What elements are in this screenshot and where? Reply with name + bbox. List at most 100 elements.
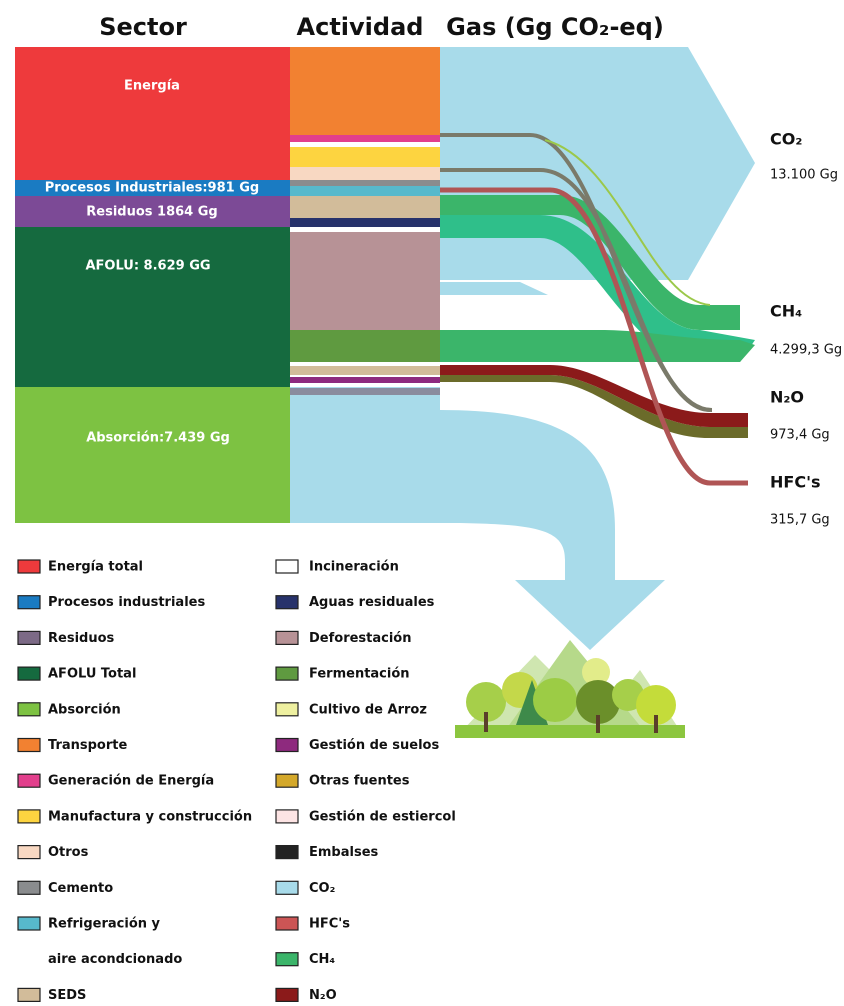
sector-label: AFOLU: 8.629 GG xyxy=(85,259,210,274)
legend-label: Cultivo de Arroz xyxy=(309,702,427,717)
activity-block xyxy=(290,330,440,362)
sector-label: Energía xyxy=(124,79,180,94)
legend-label: Manufactura y construcción xyxy=(48,809,252,824)
activity-block xyxy=(290,135,440,142)
legend-label: N₂O xyxy=(309,988,337,1003)
gas-label: CO₂ xyxy=(770,130,802,149)
legend-swatch xyxy=(275,952,299,967)
ch4-flow xyxy=(440,330,755,362)
legend-swatch xyxy=(275,559,299,574)
sector-block xyxy=(15,387,290,523)
n2o-flow xyxy=(440,365,748,427)
legend-swatch xyxy=(275,844,299,860)
legend-label: Transporte xyxy=(48,738,127,753)
trunk xyxy=(654,715,658,733)
activity-block xyxy=(290,232,440,330)
co2-flow xyxy=(440,282,548,295)
column-header: Gas (Gg CO₂-eq) xyxy=(446,13,664,41)
legend-swatch xyxy=(275,630,299,646)
gas-value: 315,7 Gg xyxy=(770,513,830,528)
gas-value: 973,4 Gg xyxy=(770,428,830,443)
legend-label: Incineración xyxy=(309,560,399,575)
gas-label: CH₄ xyxy=(770,302,802,321)
legend-swatch xyxy=(17,630,41,646)
legend-label: Deforestación xyxy=(309,631,412,646)
legend-swatch xyxy=(17,809,41,824)
legend-swatch xyxy=(275,737,299,753)
legend-swatch xyxy=(17,595,41,610)
trunk xyxy=(596,715,600,733)
gas-value: 4.299,3 Gg xyxy=(770,343,842,358)
activity-block xyxy=(290,388,440,395)
tree xyxy=(582,658,610,686)
legend-swatch xyxy=(17,702,41,717)
activity-block xyxy=(290,366,440,375)
ch4-flow xyxy=(440,195,740,330)
activity-block xyxy=(290,167,440,180)
sector-block xyxy=(15,47,290,180)
tree xyxy=(636,685,676,725)
ch4-line xyxy=(544,139,711,306)
legend-swatch xyxy=(275,809,299,824)
legend-label: Aguas residuales xyxy=(309,595,435,610)
column-header: Sector xyxy=(99,13,187,41)
legend-label: HFC's xyxy=(309,917,350,932)
activity-block xyxy=(290,180,440,186)
legend-label: aire acondcionado xyxy=(48,952,182,967)
legend-swatch xyxy=(17,559,41,574)
legend-swatch xyxy=(275,702,299,717)
activity-block xyxy=(290,196,440,218)
activity-block xyxy=(290,186,440,196)
legend-swatch xyxy=(17,666,41,681)
sector-label: Procesos Industriales:981 Gg xyxy=(45,181,259,196)
activity-block xyxy=(290,218,440,227)
tree xyxy=(612,679,644,711)
tree xyxy=(576,680,620,724)
sector-block xyxy=(15,227,290,387)
legend-label: Fermentación xyxy=(309,667,410,682)
sector-block xyxy=(15,196,290,227)
legend-label: Procesos industriales xyxy=(48,595,205,610)
gas-label: HFC's xyxy=(770,473,820,492)
hfc-flow xyxy=(440,187,748,486)
legend-label: Gestión de estiercol xyxy=(309,809,456,824)
activity-block xyxy=(290,147,440,167)
column-header: Actividad xyxy=(297,13,424,41)
forest-illustration xyxy=(455,640,685,738)
legend-swatch xyxy=(275,666,299,681)
sector-label: Residuos 1864 Gg xyxy=(86,205,217,220)
legend-label: Otros xyxy=(48,845,89,860)
legend-label: Residuos xyxy=(48,631,115,646)
trunk xyxy=(484,712,488,732)
legend-swatch xyxy=(275,880,299,895)
legend-swatch xyxy=(275,916,299,931)
legend-label: Energía total xyxy=(48,560,143,575)
legend-swatch xyxy=(275,773,299,788)
legend-swatch xyxy=(17,916,41,931)
legend-label: SEDS xyxy=(48,988,86,1003)
legend-label: Generación de Energía xyxy=(48,774,214,789)
legend-swatch xyxy=(275,987,299,1003)
legend-label: Cemento xyxy=(48,881,113,896)
legend-label: Gestión de suelos xyxy=(309,738,439,753)
gas-label: N₂O xyxy=(770,388,804,407)
legend-label: CH₄ xyxy=(309,952,335,967)
ch4-flow xyxy=(440,215,755,362)
legend-label: AFOLU Total xyxy=(48,667,136,682)
legend-label: Absorción xyxy=(48,702,121,717)
legend-label: CO₂ xyxy=(309,881,335,896)
ground xyxy=(455,725,685,738)
sector-block xyxy=(15,180,290,196)
co2-flow xyxy=(290,387,665,650)
activity-block xyxy=(290,377,440,383)
n2o-line xyxy=(440,168,713,412)
activity-column xyxy=(290,47,440,395)
legend-swatch xyxy=(17,880,41,895)
legend-label: Otras fuentes xyxy=(309,774,410,789)
legend-swatch xyxy=(17,773,41,788)
legend-swatch xyxy=(17,737,41,753)
activity-block xyxy=(290,47,440,135)
legend: Energía total Procesos industriales Residu… xyxy=(17,559,456,1003)
tree xyxy=(533,678,577,722)
